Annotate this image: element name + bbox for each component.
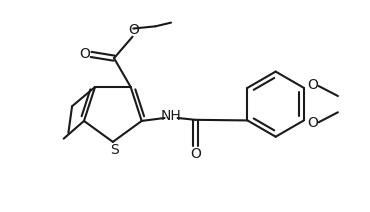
- Text: NH: NH: [160, 109, 181, 123]
- Text: O: O: [79, 47, 90, 61]
- Text: O: O: [308, 116, 319, 130]
- Text: O: O: [308, 78, 319, 92]
- Text: O: O: [190, 147, 201, 161]
- Text: O: O: [128, 23, 139, 37]
- Text: S: S: [110, 143, 119, 157]
